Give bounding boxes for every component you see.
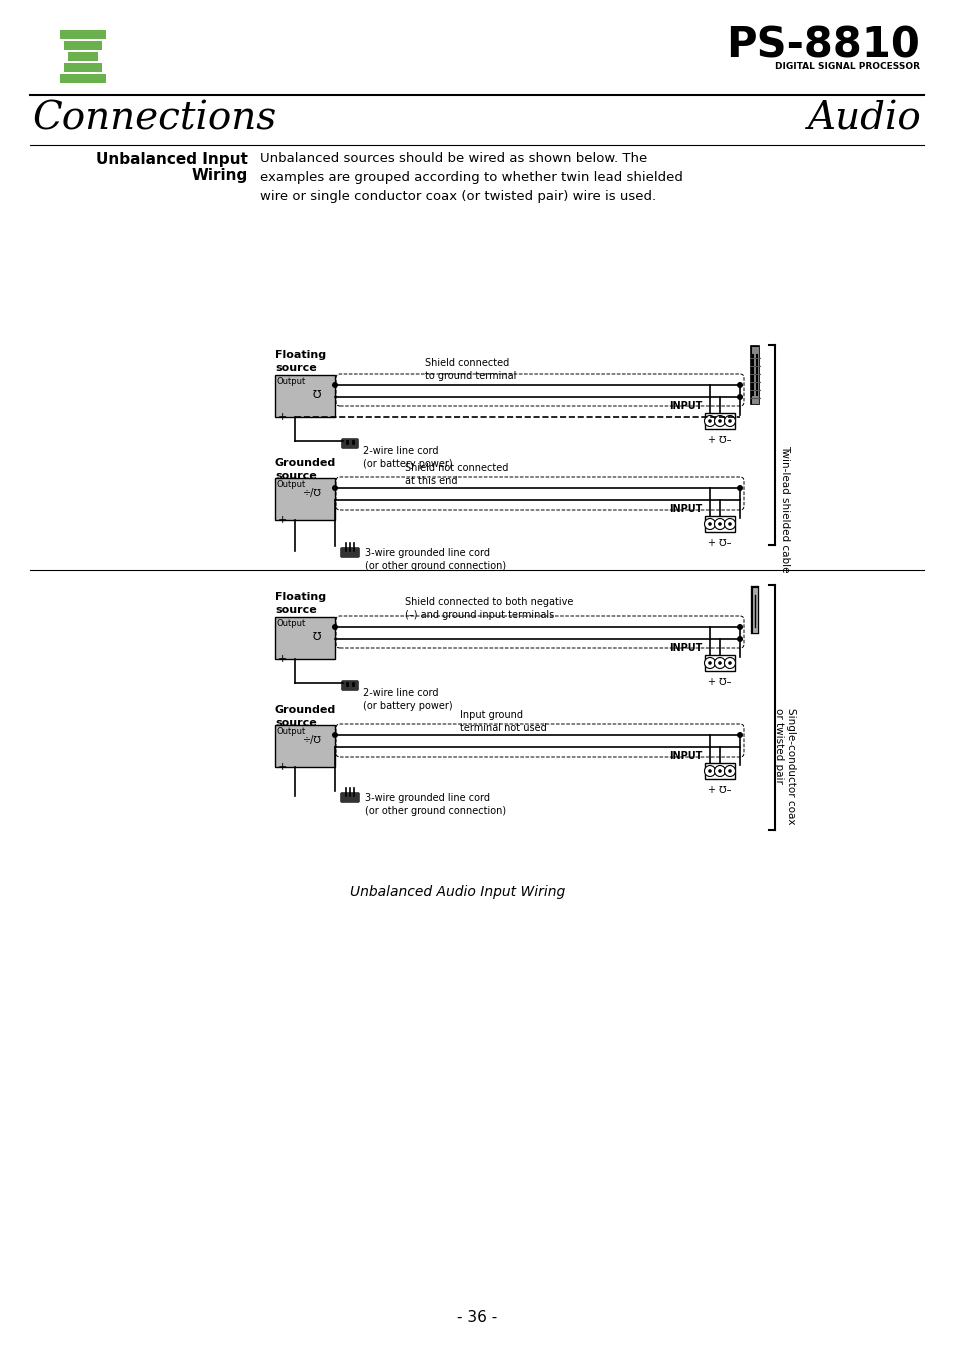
Text: DIGITAL SIGNAL PROCESSOR: DIGITAL SIGNAL PROCESSOR [774, 62, 919, 72]
Text: Floating: Floating [274, 350, 326, 359]
FancyBboxPatch shape [340, 547, 359, 558]
Circle shape [727, 769, 731, 773]
Circle shape [707, 661, 711, 665]
Text: source: source [274, 363, 316, 373]
Text: Unbalanced Audio Input Wiring: Unbalanced Audio Input Wiring [350, 885, 565, 898]
Text: + ℧–: + ℧– [707, 538, 731, 549]
Text: Shield not connected
at this end: Shield not connected at this end [405, 463, 508, 486]
Circle shape [737, 732, 742, 738]
Text: INPUT: INPUT [669, 401, 702, 411]
Text: 3-wire grounded line cord
(or other ground connection): 3-wire grounded line cord (or other grou… [365, 549, 506, 571]
Bar [60, 74, 106, 82]
FancyBboxPatch shape [340, 793, 359, 802]
Bar [68, 51, 98, 61]
Circle shape [723, 416, 735, 427]
Bar [704, 516, 734, 532]
Text: Grounded: Grounded [274, 705, 335, 715]
Bar [64, 63, 102, 72]
Text: Input ground
terminal not used: Input ground terminal not used [459, 711, 546, 734]
Text: 2-wire line cord
(or battery power): 2-wire line cord (or battery power) [363, 688, 452, 711]
Circle shape [718, 661, 721, 665]
Circle shape [707, 419, 711, 423]
Text: +: + [277, 515, 287, 526]
Circle shape [727, 661, 731, 665]
Text: Shield connected to both negative
(–) and ground input terminals: Shield connected to both negative (–) an… [405, 597, 573, 620]
Text: + ℧–: + ℧– [707, 785, 731, 794]
Bar [274, 617, 335, 659]
Circle shape [332, 485, 337, 490]
Circle shape [737, 624, 742, 630]
Bar [274, 478, 335, 520]
Text: Single-conductor coax
or twisted pair: Single-conductor coax or twisted pair [774, 708, 795, 824]
Circle shape [737, 394, 742, 400]
Text: Output: Output [276, 377, 306, 386]
Bar [64, 41, 102, 50]
Text: source: source [274, 471, 316, 481]
Circle shape [718, 769, 721, 773]
Text: - 36 -: - 36 - [456, 1310, 497, 1325]
Circle shape [703, 658, 715, 669]
Circle shape [737, 382, 742, 388]
Text: Output: Output [276, 480, 306, 489]
FancyBboxPatch shape [341, 681, 358, 690]
Circle shape [703, 766, 715, 777]
Text: INPUT: INPUT [669, 751, 702, 761]
Text: +: + [277, 412, 287, 422]
Bar [60, 30, 106, 39]
Bar [274, 725, 335, 767]
Text: Output: Output [276, 727, 306, 736]
FancyBboxPatch shape [341, 439, 358, 449]
Text: +: + [277, 654, 287, 663]
Text: 2-wire line cord
(or battery power): 2-wire line cord (or battery power) [363, 446, 452, 469]
Circle shape [727, 419, 731, 423]
Text: Floating: Floating [274, 592, 326, 603]
Text: Unbalanced sources should be wired as shown below. The
examples are grouped acco: Unbalanced sources should be wired as sh… [260, 153, 682, 203]
Text: PS-8810: PS-8810 [725, 26, 919, 68]
Circle shape [714, 766, 724, 777]
Text: Audio: Audio [807, 100, 921, 136]
Bar [274, 376, 335, 417]
Circle shape [707, 523, 711, 526]
Bar [704, 763, 734, 780]
Text: 3-wire grounded line cord
(or other ground connection): 3-wire grounded line cord (or other grou… [365, 793, 506, 816]
Text: ℧: ℧ [313, 632, 321, 642]
Text: ℧: ℧ [313, 390, 321, 400]
Circle shape [737, 636, 742, 642]
Text: ÷/℧: ÷/℧ [303, 735, 321, 744]
Circle shape [723, 519, 735, 530]
Bar [704, 413, 734, 430]
Circle shape [714, 416, 724, 427]
Circle shape [714, 658, 724, 669]
Circle shape [707, 769, 711, 773]
Text: Wiring: Wiring [192, 168, 248, 182]
Text: ÷/℧: ÷/℧ [303, 488, 321, 499]
Circle shape [332, 624, 337, 630]
Circle shape [703, 519, 715, 530]
Text: Unbalanced Input: Unbalanced Input [96, 153, 248, 168]
Text: Twin-lead shielded cable: Twin-lead shielded cable [780, 444, 789, 573]
Text: Grounded: Grounded [274, 458, 335, 467]
Text: + ℧–: + ℧– [707, 677, 731, 688]
Text: source: source [274, 717, 316, 728]
Circle shape [727, 523, 731, 526]
Circle shape [737, 485, 742, 490]
Circle shape [714, 519, 724, 530]
Circle shape [332, 382, 337, 388]
Text: Shield connected
to ground terminal: Shield connected to ground terminal [424, 358, 516, 381]
Text: source: source [274, 605, 316, 615]
Text: INPUT: INPUT [669, 643, 702, 653]
Circle shape [718, 523, 721, 526]
Circle shape [703, 416, 715, 427]
Text: INPUT: INPUT [669, 504, 702, 513]
Circle shape [718, 419, 721, 423]
Circle shape [723, 766, 735, 777]
Text: Output: Output [276, 619, 306, 628]
Bar [704, 655, 734, 671]
Text: Connections: Connections [32, 100, 276, 136]
Circle shape [723, 658, 735, 669]
Circle shape [332, 732, 337, 738]
Text: +: + [277, 762, 287, 771]
Text: + ℧–: + ℧– [707, 435, 731, 444]
